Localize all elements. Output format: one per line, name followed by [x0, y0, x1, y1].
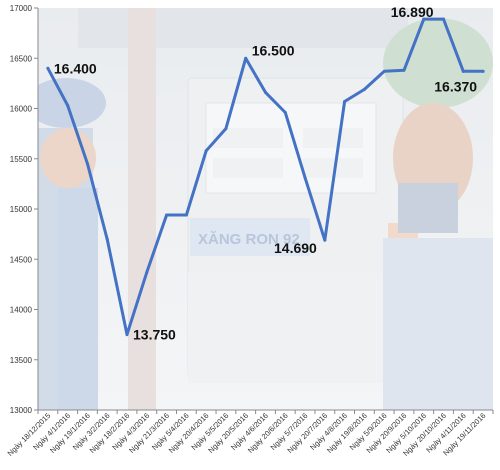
y-tick-label: 16500	[10, 54, 33, 63]
data-label: 16.500	[252, 42, 295, 58]
y-tick-label: 13500	[10, 356, 33, 365]
y-tick-label: 15000	[10, 205, 33, 214]
data-point	[323, 238, 327, 242]
y-tick-label: 13000	[10, 406, 33, 415]
gas-station-photo-background: XĂNG RON 92	[38, 8, 493, 410]
data-point	[66, 103, 70, 107]
y-axis-ticks: 13000 13500 14000 14500 15000 15500 16000 16500…	[10, 4, 38, 415]
data-point	[184, 213, 188, 217]
data-point	[402, 68, 406, 72]
pump-sign-text: XĂNG RON 92	[198, 231, 300, 248]
y-tick-label: 14500	[10, 255, 33, 264]
data-point	[422, 17, 426, 21]
data-point	[244, 56, 248, 60]
data-label: 13.750	[133, 327, 176, 343]
data-label: 16.890	[391, 4, 434, 20]
data-point	[85, 162, 89, 166]
data-point	[224, 127, 228, 131]
data-point	[105, 237, 109, 241]
data-point	[46, 66, 50, 70]
data-point	[461, 69, 465, 73]
data-label: 14.690	[274, 240, 317, 256]
y-tick-label: 17000	[10, 4, 33, 13]
data-point	[362, 87, 366, 91]
data-point	[303, 176, 307, 180]
series-line	[46, 17, 485, 337]
data-point	[343, 99, 347, 103]
data-point	[442, 17, 446, 21]
data-point	[145, 270, 149, 274]
data-label: 16.400	[54, 60, 97, 76]
data-point	[283, 111, 287, 115]
data-point	[382, 69, 386, 73]
y-tick-label: 15500	[10, 155, 33, 164]
data-point	[481, 69, 485, 73]
data-point	[125, 333, 129, 337]
y-tick-label: 16000	[10, 105, 33, 114]
price-series	[46, 17, 485, 337]
data-label: 16.370	[434, 78, 477, 94]
data-point	[204, 149, 208, 153]
data-point	[165, 213, 169, 217]
y-tick-label: 14000	[10, 306, 33, 315]
chart-axes	[37, 8, 493, 411]
data-labels: 16.400 13.750 16.500 14.690 16.890 16.370	[54, 4, 477, 343]
data-point	[264, 90, 267, 94]
